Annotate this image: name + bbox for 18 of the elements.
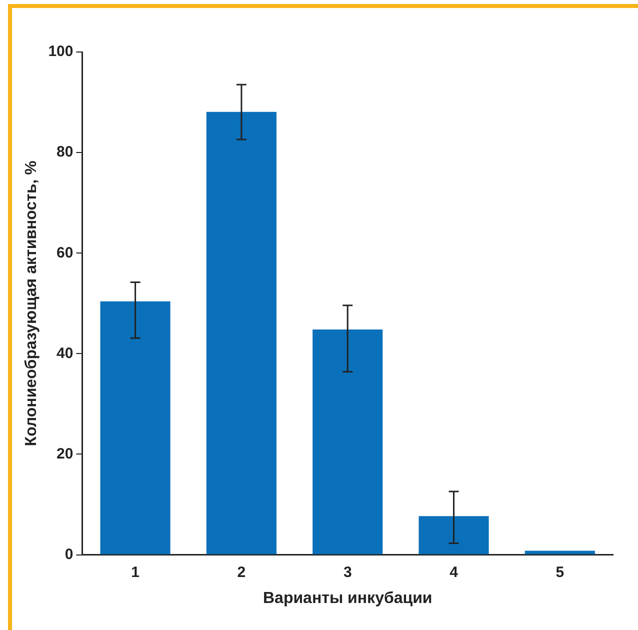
bar	[524, 550, 595, 554]
bar	[206, 112, 276, 554]
y-tick-label: 80	[56, 144, 74, 161]
y-tick-label: 100	[48, 43, 74, 60]
x-axis-title: Варианты инкубации	[262, 590, 432, 607]
y-tick-label: 0	[64, 546, 74, 563]
bar	[100, 301, 170, 554]
y-tick-label: 40	[56, 344, 74, 362]
x-tick-label: 2	[237, 564, 246, 581]
x-tick-label: 5	[556, 564, 564, 581]
bar	[418, 516, 489, 554]
x-tick-label: 1	[131, 564, 140, 581]
bar	[312, 330, 383, 554]
y-tick-label: 20	[56, 445, 74, 462]
y-tick-label: 60	[56, 244, 74, 262]
x-tick-label: 3	[343, 564, 352, 581]
x-tick-label: 4	[450, 564, 459, 581]
y-axis-title: Колониеобразующая активность, %	[23, 160, 40, 446]
